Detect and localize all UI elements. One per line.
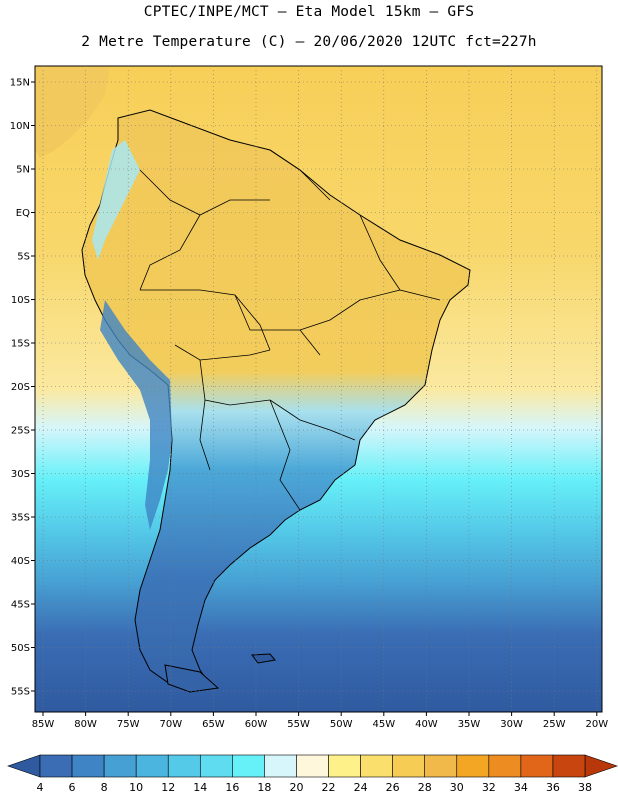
- colorbar-left-arrow: [7, 754, 41, 778]
- longitude-label: 30W: [500, 719, 523, 730]
- colorbar-label: 32: [482, 781, 496, 794]
- colorbar-swatch: [392, 754, 426, 778]
- latitude-label: 10S: [11, 295, 30, 306]
- falkland-islands: [251, 653, 276, 664]
- latitude-label: 55S: [11, 687, 30, 698]
- colorbar-label: 30: [450, 781, 464, 794]
- colorbar-swatch: [424, 754, 458, 778]
- longitude-label: 50W: [330, 719, 353, 730]
- longitude-label: 40W: [415, 719, 438, 730]
- colorbar-label: 4: [37, 781, 44, 794]
- latitude-label: EQ: [16, 208, 30, 219]
- colorbar-label: 34: [514, 781, 528, 794]
- latitude-label: 5N: [16, 165, 30, 176]
- colorbar-swatch: [360, 754, 393, 778]
- map-title-line2: 2 Metre Temperature (C) – 20/06/2020 12U…: [81, 34, 537, 50]
- colorbar-label: 22: [322, 781, 336, 794]
- colorbar-label: 20: [289, 781, 303, 794]
- longitude-label: 75W: [117, 719, 140, 730]
- colorbar-label: 16: [225, 781, 239, 794]
- longitude-label: 85W: [32, 719, 55, 730]
- longitude-label: 45W: [372, 719, 395, 730]
- colorbar-label: 12: [161, 781, 175, 794]
- colorbar-swatch: [103, 754, 137, 778]
- colorbar-swatch: [520, 754, 554, 778]
- latitude-label: 45S: [11, 600, 30, 611]
- lat-lon-gridlines: [31, 66, 602, 716]
- colorbar-swatch: [328, 754, 361, 778]
- map-title-line1: CPTEC/INPE/MCT – Eta Model 15km – GFS: [143, 4, 475, 20]
- colorbar-swatch: [488, 754, 522, 778]
- latitude-label: 10N: [10, 121, 30, 132]
- latitude-label: 40S: [11, 556, 30, 567]
- colorbar-swatch: [552, 754, 586, 778]
- latitude-label: 15N: [10, 78, 30, 89]
- colorbar-label: 10: [129, 781, 143, 794]
- colorbar-swatch: [199, 754, 233, 778]
- longitude-label: 65W: [202, 719, 225, 730]
- temperature-colorbar: 4 6 8 10 12 14 16 18 20 22 24 26 28 30 32 34 36 38: [7, 754, 618, 794]
- colorbar-swatch: [296, 754, 329, 778]
- map-frame: [34, 65, 603, 713]
- latitude-label: 50S: [11, 643, 30, 654]
- latitude-label: 25S: [11, 426, 30, 437]
- longitude-label: 55W: [287, 719, 310, 730]
- colorbar-swatch: [39, 754, 73, 778]
- longitude-label: 25W: [543, 719, 566, 730]
- colorbar-label: 18: [257, 781, 271, 794]
- colorbar-label: 28: [418, 781, 432, 794]
- colorbar-swatch: [71, 754, 105, 778]
- tierra-del-fuego: [164, 664, 220, 693]
- longitude-label: 80W: [74, 719, 97, 730]
- colorbar-label: 6: [69, 781, 76, 794]
- colorbar-label: 8: [101, 781, 108, 794]
- colorbar-swatch: [456, 754, 490, 778]
- central-america-land: [35, 66, 110, 158]
- colorbar-label: 38: [578, 781, 592, 794]
- country-borders: [139, 149, 441, 511]
- colorbar-label: 14: [193, 781, 207, 794]
- colorbar-swatch: [135, 754, 169, 778]
- colorbar-swatch: [167, 754, 201, 778]
- latitude-label: 15S: [11, 339, 30, 350]
- colorbar-label: 24: [354, 781, 368, 794]
- longitude-labels: 85W 80W 75W 70W 65W 60W 55W 50W 45W 40W 35W 30W 25W 2…: [32, 719, 609, 730]
- colorbar-label: 36: [546, 781, 560, 794]
- latitude-label: 30S: [11, 469, 30, 480]
- longitude-label: 20W: [585, 719, 608, 730]
- colorbar-right-arrow: [584, 754, 618, 778]
- longitude-label: 60W: [245, 719, 268, 730]
- latitude-labels: 15N 10N 5N EQ 5S 10S 15S 20S 25S 30S 35S 40S 45S 50S 5…: [10, 78, 30, 698]
- colorbar-swatch: [232, 754, 265, 778]
- longitude-label: 70W: [159, 719, 182, 730]
- colorbar-label: 26: [386, 781, 400, 794]
- latitude-label: 20S: [11, 382, 30, 393]
- latitude-label: 35S: [11, 513, 30, 524]
- andes-south-cold-zone: [100, 300, 172, 530]
- longitude-label: 35W: [458, 719, 481, 730]
- colorbar-swatch: [264, 754, 297, 778]
- latitude-label: 5S: [17, 252, 30, 263]
